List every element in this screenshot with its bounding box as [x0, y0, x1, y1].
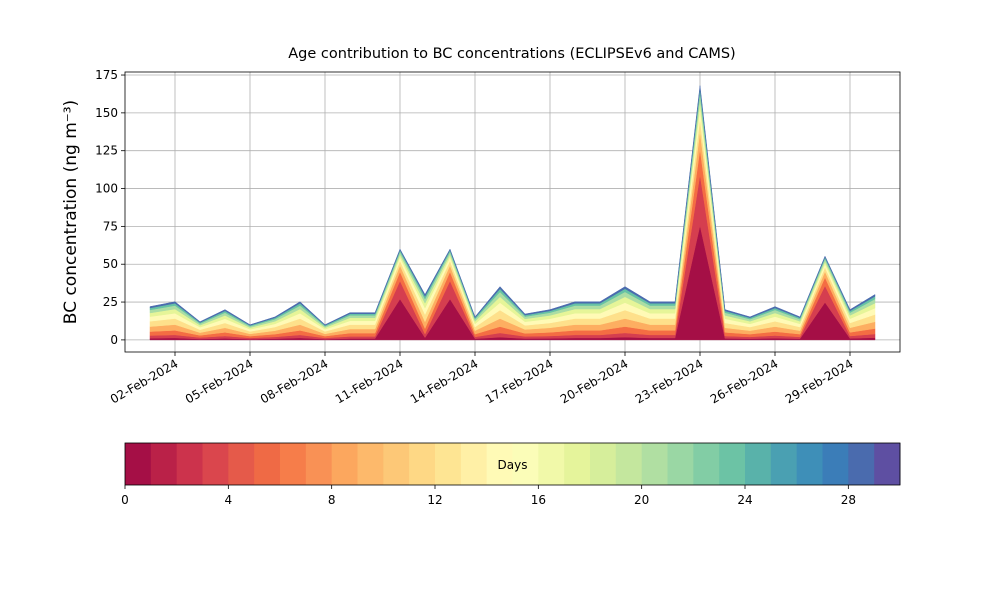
- colorbar-tick-label: 8: [328, 493, 336, 507]
- area-band: [149, 88, 876, 327]
- plot-frame: [124, 71, 901, 353]
- colorbar-bin: [331, 443, 358, 485]
- colorbar-tick-label: 12: [427, 493, 442, 507]
- colorbar-bin: [796, 443, 823, 485]
- colorbar-bin: [615, 443, 643, 485]
- colorbar-bin: [719, 443, 746, 485]
- x-tick-label: 08-Feb-2024: [258, 356, 331, 406]
- y-tick-label: 125: [95, 144, 118, 158]
- y-axis-label: BC concentration (ng m⁻³): [61, 100, 81, 324]
- colorbar-bin: [667, 443, 694, 485]
- colorbar-bin: [357, 443, 384, 485]
- colorbar-bin: [512, 443, 539, 485]
- colorbar-bin: [770, 443, 798, 485]
- y-tick-label: 75: [103, 219, 118, 233]
- area-band: [149, 100, 876, 330]
- colorbar-bin: [822, 443, 849, 485]
- colorbar-tick-label: 0: [121, 493, 129, 507]
- x-tick-label: 02-Feb-2024: [108, 356, 181, 406]
- colorbar-bin: [228, 443, 255, 485]
- x-tick-label: 29-Feb-2024: [783, 356, 856, 406]
- y-tick-label: 25: [103, 295, 118, 309]
- x-tick-label: 17-Feb-2024: [483, 356, 556, 406]
- colorbar-bin: [641, 443, 668, 485]
- colorbar-tick-label: 20: [634, 493, 649, 507]
- chart-title: Age contribution to BC concentrations (E…: [288, 46, 735, 62]
- x-tick-label: 26-Feb-2024: [708, 356, 781, 406]
- colorbar-bin: [538, 443, 565, 485]
- colorbar-bin: [460, 443, 488, 485]
- colorbar-bin: [125, 443, 152, 485]
- colorbar-tick-label: 24: [737, 493, 752, 507]
- colorbar-bin: [486, 443, 513, 485]
- colorbar-bin: [254, 443, 281, 485]
- y-tick-label: 175: [95, 68, 118, 82]
- colorbar-bin: [848, 443, 875, 485]
- y-tick-label: 50: [103, 257, 118, 271]
- colorbar-tick-label: 28: [841, 493, 856, 507]
- area-band: [149, 93, 876, 328]
- colorbar-bin: [409, 443, 436, 485]
- colorbar-bin: [564, 443, 591, 485]
- colorbar-bin: [176, 443, 203, 485]
- x-tick-label: 14-Feb-2024: [408, 356, 481, 406]
- colorbar-bin: [590, 443, 617, 485]
- area-band: [149, 85, 876, 326]
- colorbar-bin: [280, 443, 307, 485]
- y-tick-label: 150: [95, 106, 118, 120]
- y-tick-label: 0: [110, 333, 118, 347]
- colorbar-tick-label: 4: [225, 493, 233, 507]
- area-band: [149, 108, 876, 332]
- colorbar-bin: [305, 443, 333, 485]
- colorbar-bin: [693, 443, 720, 485]
- colorbar-bin: [435, 443, 462, 485]
- colorbar-bin: [383, 443, 410, 485]
- colorbar-bin: [745, 443, 772, 485]
- y-tick-label: 100: [95, 182, 118, 196]
- x-tick-label: 11-Feb-2024: [333, 356, 406, 406]
- colorbar-bin: [202, 443, 229, 485]
- x-tick-label: 05-Feb-2024: [183, 356, 256, 406]
- colorbar-tick-label: 16: [531, 493, 546, 507]
- colorbar-bin: [150, 443, 178, 485]
- colorbar-frame: [124, 442, 901, 486]
- colorbar-label: Days: [498, 458, 528, 472]
- x-tick-label: 23-Feb-2024: [633, 356, 706, 406]
- x-tick-label: 20-Feb-2024: [558, 356, 631, 406]
- colorbar-bin: [874, 443, 901, 485]
